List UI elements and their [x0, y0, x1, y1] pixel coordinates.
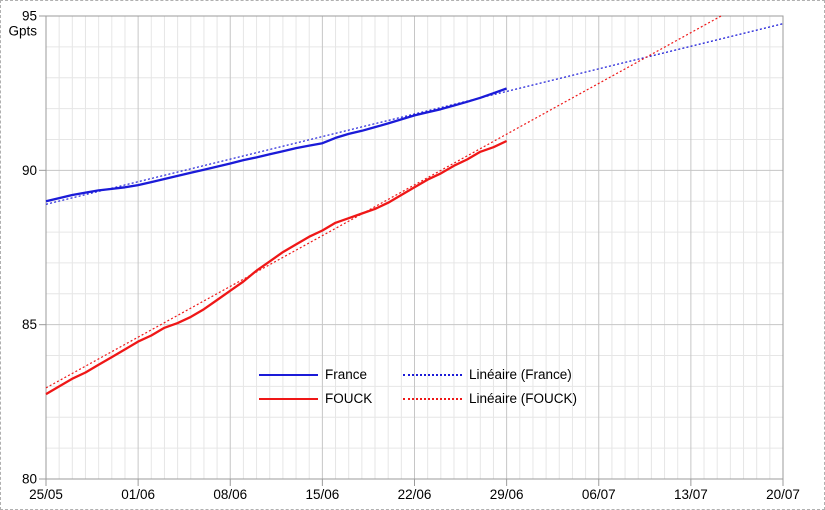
y-tick-label: 80 [22, 472, 37, 487]
x-tick-label: 22/06 [398, 487, 432, 502]
legend-label-france: France [325, 367, 368, 382]
fouck-series-line [45, 139, 508, 396]
legend-label-fouck: FOUCK [325, 391, 373, 406]
legend-label-lineaire-fouck: Linéaire (FOUCK) [469, 391, 578, 406]
legend-item-fouck: FOUCK [259, 390, 403, 407]
series-lines [45, 15, 784, 396]
y-tick-label: 95 [22, 9, 37, 24]
lin-aire-fouck-series-line [45, 15, 722, 389]
legend-item-lineaire-fouck: Linéaire (FOUCK) [403, 390, 577, 407]
x-tick-label: 20/07 [766, 487, 800, 502]
legend-item-lineaire-france: Linéaire (France) [403, 366, 577, 383]
x-tick-label: 25/05 [29, 487, 63, 502]
legend-label-lineaire-france: Linéaire (France) [469, 367, 572, 382]
x-tick-label: 29/06 [490, 487, 524, 502]
france-series-line [45, 87, 507, 203]
legend: France Linéaire (France) FOUCK Linéaire … [259, 366, 577, 407]
x-axis-labels: 25/05 01/06 08/06 15/06 22/06 29/06 06/07 13/07… [29, 487, 800, 502]
france-line-sample [259, 373, 318, 376]
y-tick-label: 85 [22, 317, 37, 332]
y-axis-labels: 80 85 90 95 [22, 9, 37, 487]
x-tick-label: 01/06 [121, 487, 155, 502]
lin-aire-france-series-line [45, 23, 784, 205]
y-tick-label: 90 [22, 163, 37, 178]
axis-ticks [39, 15, 784, 486]
lineaire-france-line-sample [403, 373, 462, 376]
x-tick-label: 15/06 [305, 487, 339, 502]
x-tick-label: 06/07 [582, 487, 616, 502]
legend-item-france: France [259, 366, 403, 383]
fouck-line-sample [259, 397, 318, 400]
lineaire-fouck-line-sample [403, 397, 462, 400]
x-tick-label: 13/07 [674, 487, 708, 502]
y-axis-unit-label: Gpts [8, 24, 37, 39]
major-gridlines [45, 15, 784, 480]
x-tick-label: 08/06 [213, 487, 247, 502]
